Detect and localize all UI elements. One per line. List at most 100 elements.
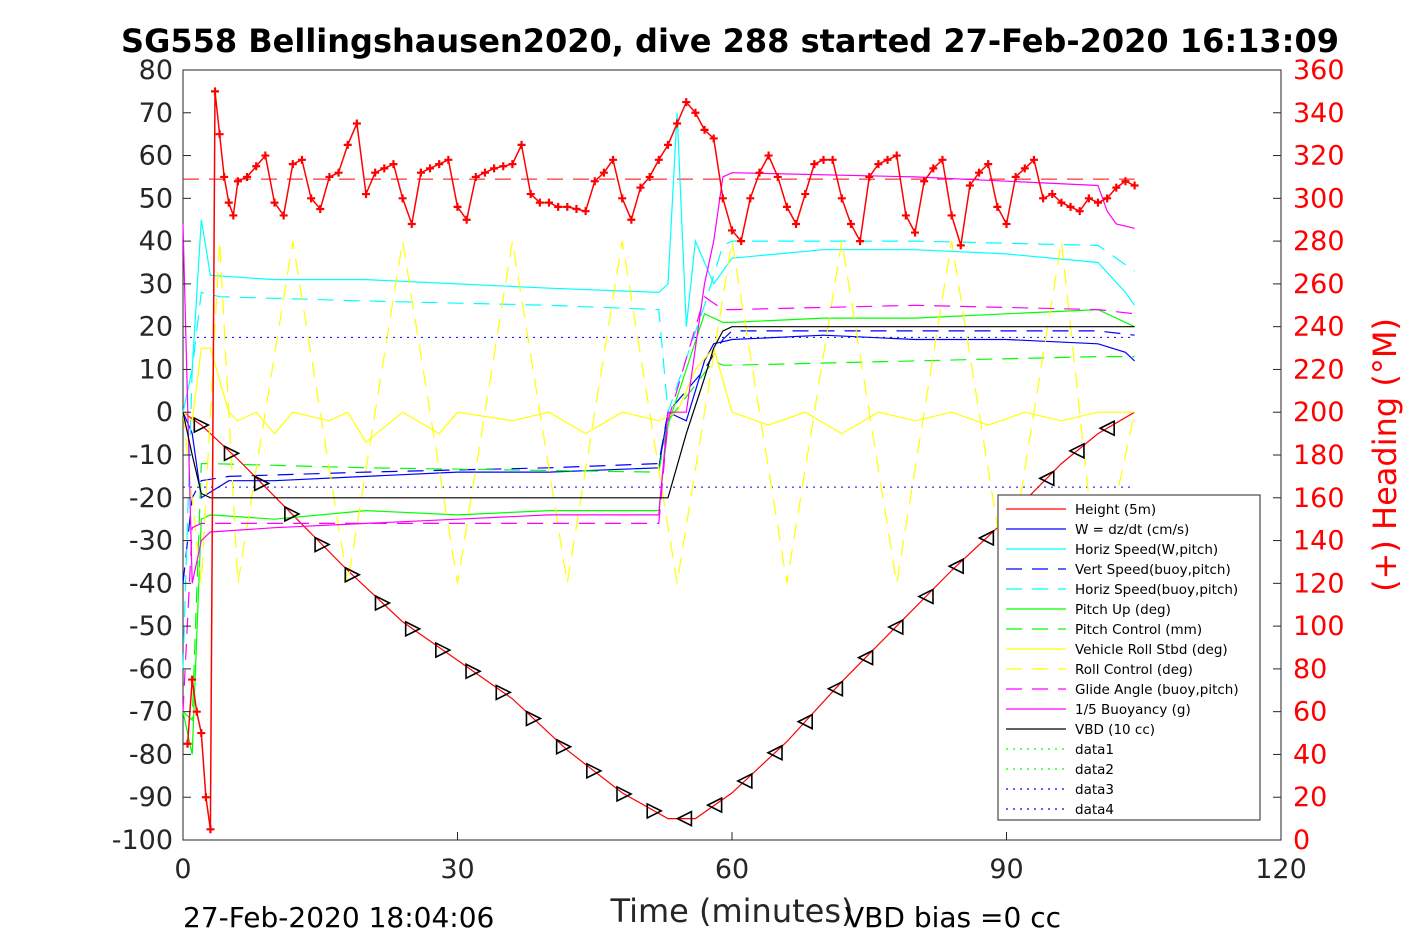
heading-point [965, 181, 974, 190]
heading-point [627, 215, 636, 224]
depth-marker [1068, 442, 1085, 460]
left-tick-label: -40 [129, 568, 173, 599]
heading-line [186, 91, 1135, 830]
heading-point [343, 140, 352, 149]
left-tick-label: 50 [139, 183, 173, 214]
legend-label: Vehicle Roll Stbd (deg) [1075, 642, 1228, 658]
heading-point [1020, 164, 1029, 173]
left-tick-label: 70 [139, 98, 173, 129]
left-tick-label: -70 [129, 697, 173, 728]
heading-point [1029, 155, 1038, 164]
footer-vbd-bias: VBD bias =0 cc [845, 901, 1061, 934]
heading-series [183, 87, 1139, 834]
heading-point [407, 220, 416, 228]
right-axis-label: (+) Heading (°M) [1366, 318, 1404, 592]
right-tick-label: 160 [1293, 483, 1345, 514]
heading-point [993, 202, 1002, 211]
left-tick-label: -10 [129, 440, 173, 471]
heading-point [673, 119, 682, 128]
heading-point [325, 172, 334, 181]
heading-point [261, 151, 270, 160]
heading-point [211, 87, 220, 96]
depth-marker [736, 772, 753, 790]
heading-point [334, 168, 343, 177]
depth-marker [947, 557, 964, 575]
left-tick-label: -60 [129, 654, 173, 685]
heading-point [1039, 194, 1048, 203]
depth-marker [344, 566, 362, 584]
right-tick-label: 240 [1293, 312, 1345, 343]
heading-point [1103, 194, 1112, 203]
x-tick-label: 30 [440, 854, 474, 885]
heading-point [837, 194, 846, 203]
series-line [182, 295, 1135, 712]
heading-point [874, 160, 883, 169]
heading-point [233, 177, 242, 186]
heading-point [535, 198, 544, 207]
heading-point [197, 729, 206, 738]
heading-point [508, 160, 517, 169]
heading-point [224, 198, 233, 207]
heading-point [352, 119, 361, 128]
right-tick-label: 80 [1293, 654, 1327, 685]
depth-marker [404, 620, 422, 638]
heading-point [1048, 190, 1057, 199]
legend: Height (5m) W = dz/dt (cm/s) Horiz Speed(W… [997, 494, 1261, 821]
depth-marker [525, 710, 543, 727]
heading-point [718, 194, 727, 203]
series-line [182, 112, 1136, 413]
heading-point [581, 207, 590, 216]
heading-point [371, 168, 380, 177]
left-tick-label: 30 [139, 269, 173, 300]
heading-point [920, 177, 929, 186]
heading-point [728, 226, 736, 235]
heading-point [316, 205, 325, 214]
heading-point [984, 160, 993, 169]
heading-point [307, 194, 316, 203]
heading-point [764, 151, 773, 160]
depth-marker [826, 680, 844, 698]
left-axis: 80 70 60 50 40 30 20 10 0 -10 -20 -30 -40 -50 -60 -70 -8… [112, 55, 191, 856]
right-tick-label: 200 [1293, 397, 1345, 428]
heading-point [700, 125, 709, 134]
heading-point [389, 160, 398, 169]
heading-point [636, 183, 645, 192]
heading-point [201, 793, 210, 802]
plot-area [182, 69, 1282, 841]
footer-timestamp: 27-Feb-2020 18:04:06 [183, 901, 494, 934]
heading-point [471, 172, 480, 181]
heading-point [1121, 177, 1130, 186]
left-tick-label: 60 [139, 141, 173, 172]
heading-point [229, 211, 238, 220]
depth-marker [465, 662, 482, 680]
left-tick-label: -30 [129, 526, 173, 557]
series-line [182, 334, 1136, 499]
right-tick-label: 180 [1293, 440, 1345, 471]
depth-marker [675, 810, 693, 827]
depth-marker [705, 796, 723, 814]
heading-point [599, 168, 608, 177]
heading-point [362, 190, 370, 199]
heading-point [480, 168, 489, 177]
heading-point [444, 155, 453, 164]
heading-point [956, 241, 965, 250]
legend-label: 1/5 Buoyancy (g) [1075, 702, 1191, 718]
legend-label: Pitch Up (deg) [1075, 602, 1171, 618]
heading-point [462, 215, 471, 224]
heading-point [892, 151, 901, 160]
legend-label: data4 [1075, 802, 1114, 818]
series-layer [182, 112, 1136, 820]
heading-point [398, 194, 407, 203]
heading-point [792, 220, 801, 228]
heading-point [856, 237, 865, 246]
depth-marker [886, 618, 904, 636]
heading-point [865, 172, 874, 181]
series-line [182, 326, 1135, 499]
legend-label: data3 [1075, 782, 1114, 798]
legend-label: Height (5m) [1075, 502, 1156, 518]
x-tick-label: 0 [174, 854, 191, 885]
heading-point [819, 155, 828, 164]
heading-point [947, 211, 956, 220]
depth-marker [917, 588, 934, 605]
legend-label: VBD (10 cc) [1075, 722, 1155, 738]
